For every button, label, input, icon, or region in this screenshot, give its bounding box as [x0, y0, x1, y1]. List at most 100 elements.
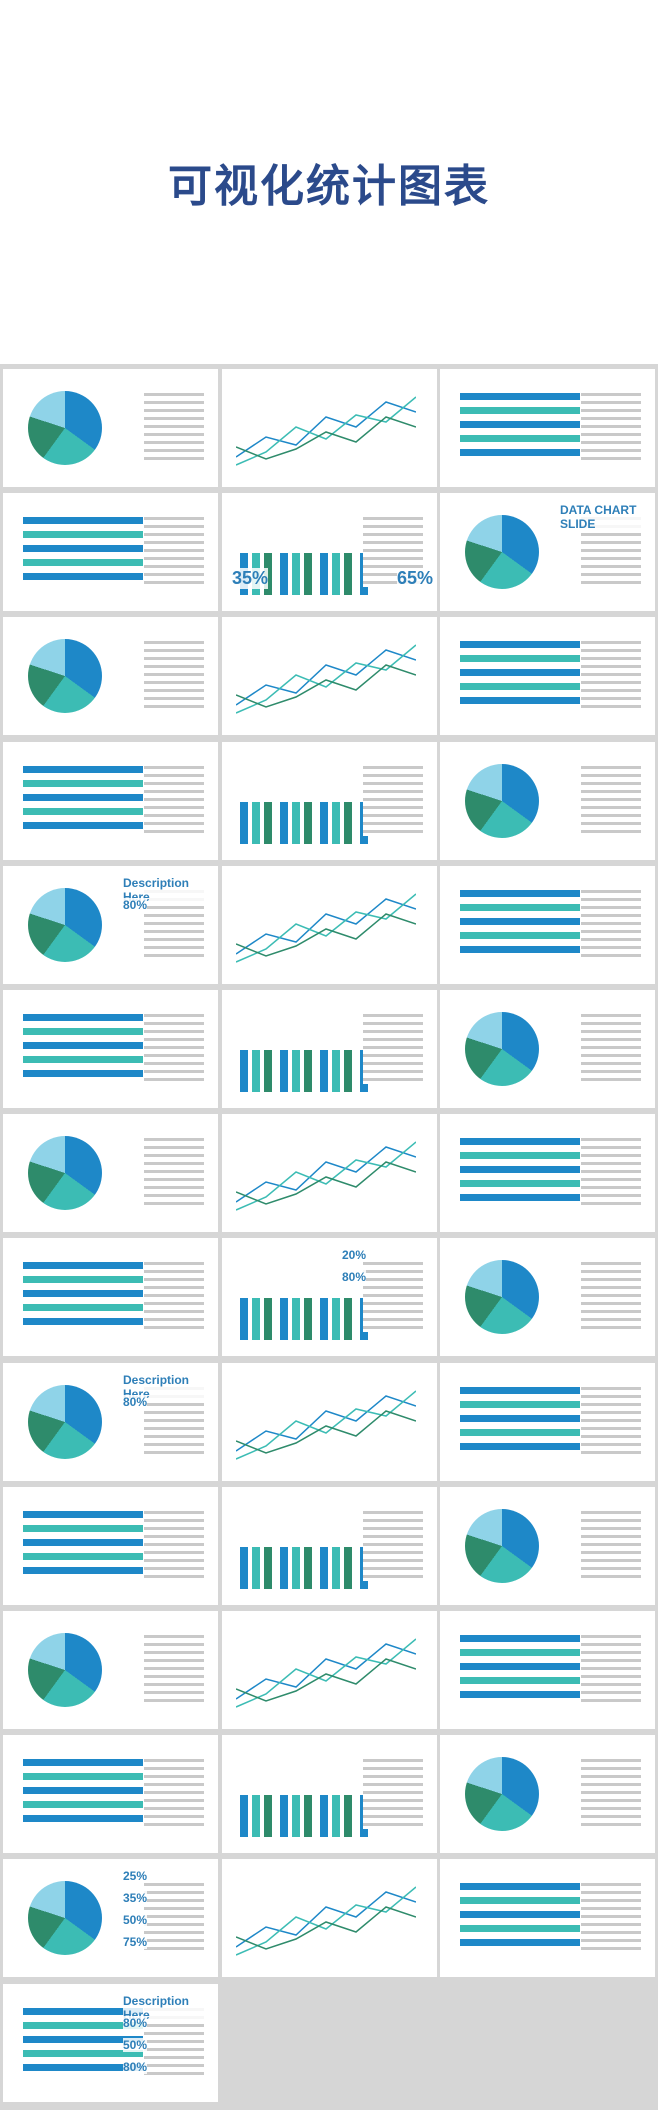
decoration-line: [236, 1638, 416, 1708]
decoration-line: [236, 1390, 416, 1460]
decoration: [23, 517, 143, 588]
decoration-line: [236, 416, 416, 460]
decoration-line: [236, 649, 416, 707]
slide-thumbnail: [222, 865, 437, 984]
decoration: [144, 393, 204, 463]
decoration: [23, 1014, 143, 1084]
decoration: [23, 1262, 143, 1333]
slide-thumbnail: [222, 617, 437, 736]
slide-thumbnail: [3, 1114, 218, 1233]
slide-text: 50%: [123, 2037, 148, 2052]
decoration: [581, 1262, 641, 1333]
decoration: [460, 1883, 580, 1954]
slide-thumbnail: [3, 990, 218, 1108]
slide-text: 20%: [342, 1248, 367, 1263]
decoration: [581, 393, 641, 463]
slide-thumbnail: [222, 990, 437, 1108]
decoration: [460, 1138, 580, 1209]
decoration: [144, 517, 204, 588]
slide-text: 25%: [123, 1869, 148, 1884]
slide-thumbnail: [3, 369, 218, 487]
slide-text: 65%: [397, 568, 434, 590]
slide-thumbnail: Description Here 80% 50% 80%: [3, 1983, 218, 2102]
decoration-line: [236, 893, 416, 963]
slide-thumbnail: [440, 741, 655, 860]
slide-thumbnail: [3, 1611, 218, 1729]
decoration: [144, 1759, 204, 1830]
slide-thumbnail: [3, 1735, 218, 1854]
decoration: [581, 1510, 641, 1581]
slide-thumbnail: [440, 1238, 655, 1357]
slide-thumbnail: [440, 990, 655, 1108]
slide-thumbnail: 35% 65%: [222, 493, 437, 612]
decoration: [465, 1508, 539, 1583]
decoration: [28, 887, 102, 962]
decoration-line: [236, 664, 416, 709]
decoration-line: [236, 1891, 416, 1949]
decoration-line: [236, 644, 416, 715]
decoration: [240, 1518, 370, 1589]
decoration: [581, 1883, 641, 1954]
decoration: [28, 1384, 102, 1459]
decoration: [144, 1635, 204, 1705]
decoration: [236, 1141, 416, 1211]
slide-thumbnail: [440, 865, 655, 984]
decoration: [581, 889, 641, 960]
decoration: [144, 1883, 204, 1954]
decoration-line: [236, 1643, 416, 1700]
slide-text: 80%: [123, 2059, 148, 2074]
decoration: [581, 1386, 641, 1457]
slide-text: 80%: [123, 897, 148, 912]
slide-thumbnail: [222, 741, 437, 860]
slide-thumbnail: [440, 1362, 655, 1481]
decoration: [460, 889, 580, 960]
decoration-line: [236, 1906, 416, 1951]
slide-thumbnail: DATA CHART SLIDE: [440, 493, 655, 612]
decoration-line: [236, 1161, 416, 1205]
slide-text: 80%: [123, 1394, 148, 1409]
decoration: [28, 1633, 102, 1707]
decoration: [23, 765, 143, 836]
slide-text: 35%: [232, 568, 269, 590]
decoration-line: [236, 1141, 416, 1211]
decoration: [240, 773, 370, 844]
slide-text: 80%: [123, 2015, 148, 2030]
decoration: [28, 391, 102, 465]
decoration: [144, 1014, 204, 1084]
decoration: [240, 1767, 370, 1838]
slide-text: 50%: [123, 1913, 148, 1928]
decoration-line: [236, 1658, 416, 1702]
decoration-line: [236, 897, 416, 955]
slide-thumbnail: [222, 1486, 437, 1605]
decoration: [363, 1510, 423, 1581]
decoration: [363, 765, 423, 836]
decoration-line: [236, 401, 416, 458]
hero: 可视化统计图表: [0, 0, 658, 364]
slide-thumbnail: [440, 369, 655, 487]
slide-thumbnail: [440, 1486, 655, 1605]
decoration: [363, 1262, 423, 1333]
slide-thumbnail: Description Here 80%: [3, 865, 218, 984]
slide-thumbnail: [222, 1859, 437, 1978]
slide-thumbnail: 20% 80%: [222, 1238, 437, 1357]
decoration: [144, 1510, 204, 1581]
decoration-line: [236, 1886, 416, 1957]
decoration: [465, 1260, 539, 1335]
slide-thumbnail: [222, 1735, 437, 1854]
decoration: [28, 639, 102, 714]
slide-thumbnail: [440, 1735, 655, 1854]
decoration-line: [236, 1146, 416, 1203]
decoration: [460, 393, 580, 463]
decoration: [581, 765, 641, 836]
slide-thumbnail: [440, 1114, 655, 1233]
decoration: [236, 396, 416, 466]
slide-thumbnail: [222, 1611, 437, 1729]
decoration: [236, 1638, 416, 1708]
slide-thumbnail: [3, 1238, 218, 1357]
decoration: [465, 1012, 539, 1086]
slide-text: Description Here: [123, 1372, 218, 1401]
slide-thumbnail: [3, 493, 218, 612]
slide-thumbnail: [440, 1859, 655, 1978]
slide-thumbnail: 25% 35% 50% 75%: [3, 1859, 218, 1978]
